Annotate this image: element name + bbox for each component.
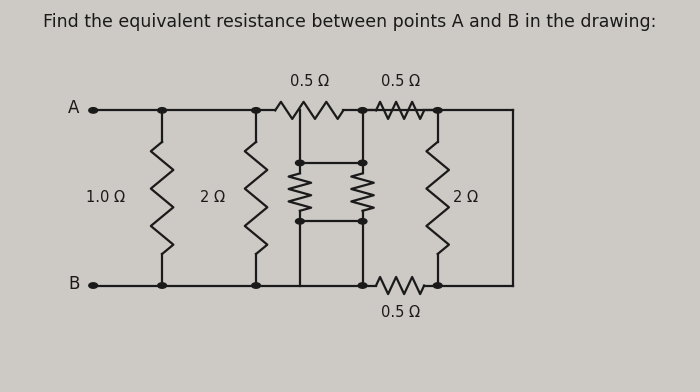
Circle shape — [252, 283, 260, 288]
Circle shape — [358, 219, 367, 224]
Circle shape — [158, 283, 167, 288]
Text: 0.5 Ω: 0.5 Ω — [381, 305, 419, 320]
Circle shape — [433, 283, 442, 288]
Text: Find the equivalent resistance between points A and B in the drawing:: Find the equivalent resistance between p… — [43, 13, 657, 31]
Circle shape — [252, 108, 260, 113]
Text: 0.5 Ω: 0.5 Ω — [290, 74, 329, 89]
Text: 0.5 Ω: 0.5 Ω — [381, 74, 419, 89]
Circle shape — [89, 283, 97, 288]
Circle shape — [295, 160, 304, 166]
Circle shape — [358, 283, 367, 288]
Circle shape — [89, 108, 97, 113]
Text: 2 Ω: 2 Ω — [199, 191, 225, 205]
Text: 2 Ω: 2 Ω — [454, 191, 478, 205]
Text: B: B — [68, 274, 79, 292]
Text: 1.0 Ω: 1.0 Ω — [86, 191, 125, 205]
Text: A: A — [68, 100, 79, 118]
Circle shape — [158, 108, 167, 113]
Circle shape — [358, 160, 367, 166]
Circle shape — [433, 108, 442, 113]
Circle shape — [295, 219, 304, 224]
Circle shape — [358, 108, 367, 113]
